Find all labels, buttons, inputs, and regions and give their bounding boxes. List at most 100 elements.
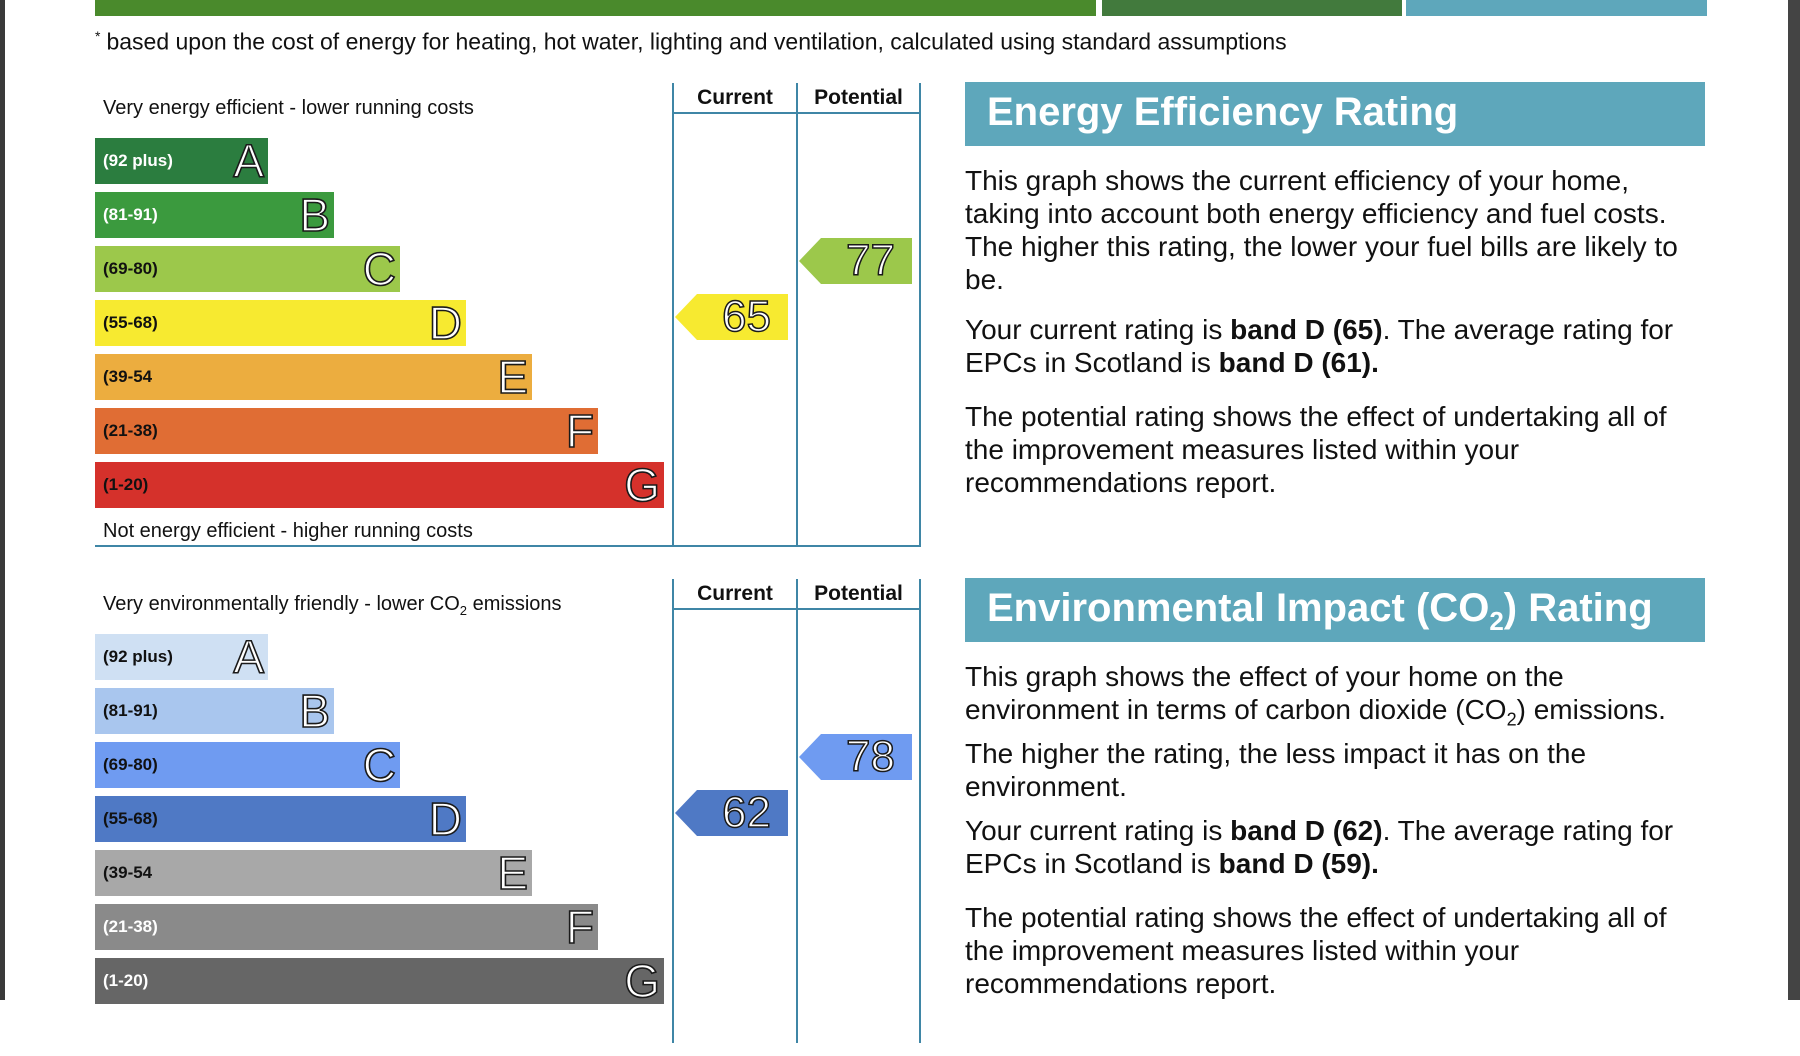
band-letter: A xyxy=(233,135,265,187)
band-letter: G xyxy=(623,955,660,1007)
potential-rating-value: 77 xyxy=(845,236,895,285)
divider xyxy=(796,579,798,1043)
text: Your current rating is xyxy=(965,314,1231,345)
text: 2 xyxy=(1506,709,1517,730)
potential-paragraph: The potential rating shows the effect of… xyxy=(965,401,1667,498)
text: Your current rating is xyxy=(965,815,1231,846)
rating-band-f: (21-38) F xyxy=(95,901,598,953)
description-paragraph: This graph shows the effect of your home… xyxy=(965,660,1710,803)
potential-rating-value: 78 xyxy=(845,732,895,781)
current-rating-paragraph: Your current rating is band D (65). The … xyxy=(965,313,1710,379)
rating-band-d: (55-68) D xyxy=(95,297,466,349)
chart-bottom-label: Not energy efficient - higher running co… xyxy=(103,520,473,542)
column-header-current: Current xyxy=(697,86,773,109)
rating-band-e: (39-54 E xyxy=(95,847,532,899)
band-letter: F xyxy=(565,901,595,953)
text: 2 xyxy=(459,603,468,618)
rating-band-f: (21-38) F xyxy=(95,405,598,457)
band-range: (81-91) xyxy=(103,205,158,224)
divider xyxy=(672,579,674,1043)
footnote-mark: * xyxy=(95,28,101,44)
current-band: band D (65) xyxy=(1230,314,1383,345)
band-range: (39-54 xyxy=(103,863,153,882)
band-range: (55-68) xyxy=(103,313,158,332)
footnote-text: based upon the cost of energy for heatin… xyxy=(106,28,1287,55)
band-letter: D xyxy=(428,793,463,845)
band-letter: C xyxy=(362,739,397,791)
rating-band-e: (39-54 E xyxy=(95,351,532,403)
band-letter: A xyxy=(233,631,265,683)
window-left-edge xyxy=(0,0,5,1000)
divider xyxy=(672,608,921,610)
current-band: band D (62) xyxy=(1230,815,1383,846)
band-letter: E xyxy=(497,847,529,899)
energy-efficiency-section: Very energy efficient - lower running co… xyxy=(95,82,1710,547)
band-letter: F xyxy=(565,405,595,457)
divider xyxy=(919,579,921,1043)
band-range: (55-68) xyxy=(103,809,158,828)
potential-paragraph: The potential rating shows the effect of… xyxy=(965,902,1667,999)
text: . The average rating for EPCs in Scotlan… xyxy=(965,815,1674,879)
rating-band-c: (69-80) C xyxy=(95,243,400,295)
current-rating-paragraph: Your current rating is band D (62). The … xyxy=(965,814,1710,880)
footnote: * based upon the cost of energy for heati… xyxy=(95,28,1287,56)
current-rating-arrow: 62 xyxy=(675,790,788,836)
band-range: (92 plus) xyxy=(103,647,173,666)
band-range: (92 plus) xyxy=(103,151,173,170)
rating-band-g: (1-20) G xyxy=(95,955,664,1007)
section-heading: Environmental Impact (CO2) Rating xyxy=(965,578,1705,642)
text: . The average rating for EPCs in Scotlan… xyxy=(965,314,1674,378)
text: ) Rating xyxy=(1503,586,1653,630)
band-letter: B xyxy=(299,685,331,737)
rating-band-b: (81-91) B xyxy=(95,685,334,737)
divider xyxy=(796,83,798,547)
rating-band-a: (92 plus) A xyxy=(95,135,268,187)
band-range: (1-20) xyxy=(103,475,149,494)
top-bar-segment-3 xyxy=(1406,0,1707,16)
top-bar-segment-2 xyxy=(1102,0,1402,16)
band-range: (39-54 xyxy=(103,367,153,386)
current-rating-value: 65 xyxy=(721,292,771,341)
band-letter: D xyxy=(428,297,463,349)
chart-top-label: Very environmentally friendly - lower CO… xyxy=(103,593,562,618)
text: Very environmentally friendly - lower CO xyxy=(103,593,460,615)
band-range: (81-91) xyxy=(103,701,158,720)
band-range: (69-80) xyxy=(103,755,158,774)
column-header-potential: Potential xyxy=(814,86,903,109)
divider xyxy=(672,112,921,114)
potential-rating-arrow: 77 xyxy=(799,238,912,284)
band-letter: C xyxy=(362,243,397,295)
rating-band-d: (55-68) D xyxy=(95,793,466,845)
environmental-impact-section: Very environmentally friendly - lower CO… xyxy=(0,496,1800,1056)
column-header-current: Current xyxy=(697,582,773,605)
chart-top-label: Very energy efficient - lower running co… xyxy=(103,97,474,119)
band-letter: E xyxy=(497,351,529,403)
rating-band-b: (81-91) B xyxy=(95,189,334,241)
potential-rating-arrow: 78 xyxy=(799,734,912,780)
average-band: band D (59). xyxy=(1218,848,1379,879)
top-bar-segment-1 xyxy=(95,0,1096,16)
section-heading: Energy Efficiency Rating xyxy=(965,82,1705,146)
band-letter: G xyxy=(623,459,660,511)
band-range: (21-38) xyxy=(103,917,158,936)
column-header-potential: Potential xyxy=(814,582,903,605)
band-range: (1-20) xyxy=(103,971,149,990)
band-range: (69-80) xyxy=(103,259,158,278)
text: emissions xyxy=(467,593,562,615)
current-rating-arrow: 65 xyxy=(675,294,788,340)
window-right-edge xyxy=(1788,0,1800,1000)
rating-band-a: (92 plus) A xyxy=(95,631,268,683)
divider xyxy=(919,83,921,547)
average-band: band D (61). xyxy=(1218,347,1379,378)
text: Environmental Impact (CO xyxy=(987,586,1490,630)
rating-band-c: (69-80) C xyxy=(95,739,400,791)
band-range: (21-38) xyxy=(103,421,158,440)
current-rating-value: 62 xyxy=(721,788,771,837)
description-paragraph: This graph shows the current efficiency … xyxy=(965,165,1678,295)
divider xyxy=(672,83,674,547)
text: ) emissions. The higher the rating, the … xyxy=(965,694,1666,802)
rating-band-g: (1-20) G xyxy=(95,459,664,511)
divider xyxy=(95,545,921,547)
text: 2 xyxy=(1489,606,1504,636)
band-letter: B xyxy=(299,189,331,241)
